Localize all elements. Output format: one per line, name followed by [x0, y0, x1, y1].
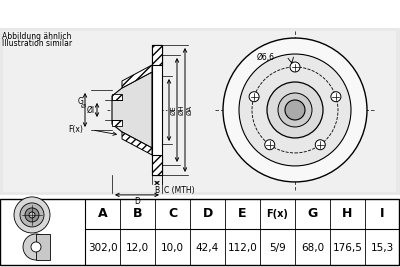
Text: C (MTH): C (MTH) — [164, 186, 195, 195]
Bar — [152, 155, 162, 175]
Text: G: G — [307, 207, 318, 221]
Text: B: B — [133, 207, 142, 221]
Text: 24.0112-0176.1: 24.0112-0176.1 — [81, 6, 215, 22]
Text: F(x): F(x) — [266, 209, 288, 219]
Text: E: E — [238, 207, 247, 221]
Bar — [112, 120, 122, 126]
Polygon shape — [112, 72, 152, 148]
Circle shape — [249, 92, 259, 102]
Text: D: D — [202, 207, 213, 221]
Text: Ø: Ø — [81, 104, 86, 108]
Bar — [152, 45, 162, 65]
Text: I: I — [380, 207, 385, 221]
Text: 68,0: 68,0 — [301, 243, 324, 253]
Circle shape — [285, 100, 305, 120]
Bar — [152, 45, 162, 175]
Circle shape — [25, 208, 39, 222]
Circle shape — [315, 140, 325, 150]
Bar — [36, 234, 50, 260]
Text: ØI: ØI — [87, 105, 95, 115]
Text: Illustration similar: Illustration similar — [2, 39, 72, 48]
Bar — [112, 94, 122, 100]
Text: Ate: Ate — [241, 132, 299, 162]
Text: B: B — [154, 186, 160, 195]
Circle shape — [23, 234, 49, 260]
Circle shape — [278, 93, 312, 127]
Text: ØA: ØA — [187, 105, 193, 115]
Circle shape — [31, 242, 41, 252]
Polygon shape — [122, 132, 152, 155]
Text: 5/9: 5/9 — [269, 243, 286, 253]
Text: 302,0: 302,0 — [88, 243, 117, 253]
Circle shape — [14, 197, 50, 233]
Circle shape — [265, 140, 275, 150]
Text: Abbildung ähnlich: Abbildung ähnlich — [2, 32, 71, 41]
Text: 176,5: 176,5 — [332, 243, 362, 253]
Circle shape — [29, 212, 35, 218]
Circle shape — [239, 54, 351, 166]
Text: 412176: 412176 — [272, 6, 336, 22]
Text: 12,0: 12,0 — [126, 243, 149, 253]
Text: 42,4: 42,4 — [196, 243, 219, 253]
Text: ØH: ØH — [179, 105, 185, 115]
Text: F(x): F(x) — [68, 125, 83, 135]
Text: A: A — [98, 207, 107, 221]
Text: 15,3: 15,3 — [371, 243, 394, 253]
Text: H: H — [342, 207, 353, 221]
Text: 112,0: 112,0 — [228, 243, 257, 253]
Text: 10,0: 10,0 — [161, 243, 184, 253]
Circle shape — [20, 203, 44, 227]
Circle shape — [331, 92, 341, 102]
Text: G: G — [77, 97, 83, 107]
Text: Ø6,6: Ø6,6 — [257, 53, 275, 61]
Text: ØE: ØE — [171, 105, 177, 115]
Polygon shape — [122, 65, 152, 88]
Text: C: C — [168, 207, 177, 221]
Circle shape — [267, 82, 323, 138]
Text: ®: ® — [283, 150, 293, 160]
Text: D: D — [134, 197, 140, 206]
Circle shape — [290, 62, 300, 72]
Circle shape — [223, 38, 367, 182]
